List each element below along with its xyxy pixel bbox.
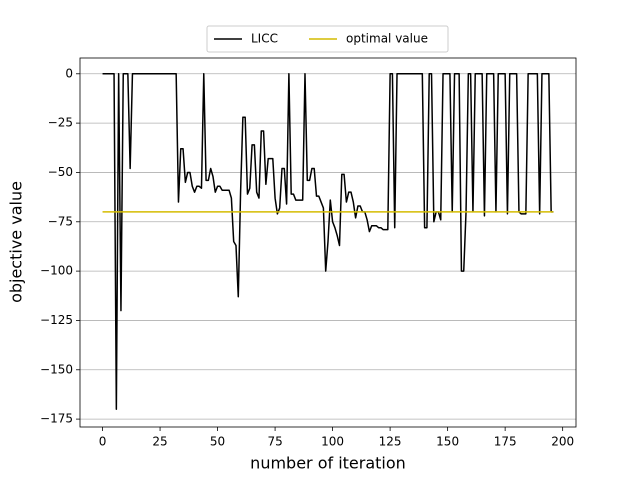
x-tick-label: 0 xyxy=(99,435,107,449)
x-tick-label: 75 xyxy=(267,435,282,449)
x-tick-label: 150 xyxy=(436,435,459,449)
legend-label: LICC xyxy=(251,32,278,46)
x-tick-label: 200 xyxy=(551,435,574,449)
x-tick-label: 25 xyxy=(152,435,167,449)
x-tick-label: 125 xyxy=(379,435,402,449)
y-tick-label: 0 xyxy=(65,66,73,80)
x-axis-label: number of iteration xyxy=(250,454,406,473)
x-tick-label: 175 xyxy=(494,435,517,449)
y-tick-label: −100 xyxy=(40,264,73,278)
legend-label: optimal value xyxy=(346,32,428,46)
plot-frame xyxy=(79,57,577,428)
y-tick-label: −25 xyxy=(48,116,73,130)
y-tick-label: −125 xyxy=(40,313,73,327)
y-tick-label: −150 xyxy=(40,362,73,376)
y-tick-label: −75 xyxy=(48,214,73,228)
x-tick-label: 100 xyxy=(321,435,344,449)
x-tick-label: 50 xyxy=(210,435,225,449)
y-tick-label: −175 xyxy=(40,412,73,426)
series-line xyxy=(102,73,554,410)
y-axis-label: objective value xyxy=(7,181,26,303)
y-tick-label: −50 xyxy=(48,165,73,179)
